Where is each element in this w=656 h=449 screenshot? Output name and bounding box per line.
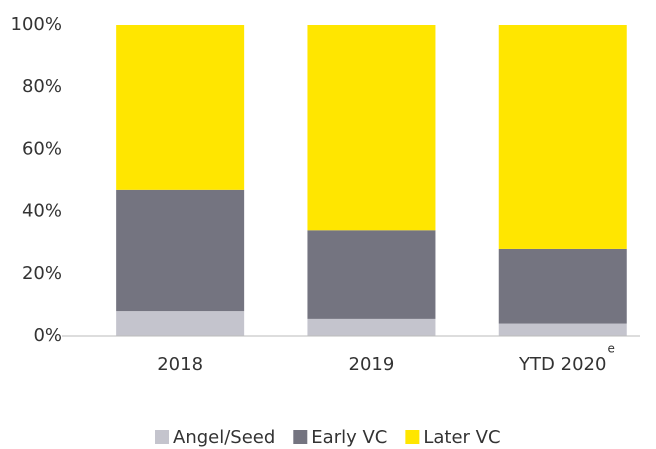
annotation: e [607,342,614,356]
bar-segment [498,25,627,249]
bar-segment [498,248,627,324]
y-tick-label: 100% [11,14,62,35]
bar-segment [307,318,436,336]
y-tick-label: 40% [22,201,62,222]
bar-segment [116,25,245,190]
x-tick-label: 2019 [349,354,395,375]
x-tick-label: YTD 2020 [518,354,606,375]
legend-swatch [293,430,308,444]
bar-segment [498,323,627,336]
bar-segment [307,230,436,319]
bar-segment [116,189,245,312]
legend-swatch [155,430,169,444]
bar-segment [116,311,245,336]
legend-label: Early VC [311,427,387,448]
y-tick-label: 60% [22,138,62,159]
x-tick-label: 2018 [157,354,203,375]
y-tick-label: 80% [22,76,62,97]
legend-label: Later VC [423,427,500,448]
bar-segment [307,25,436,231]
y-tick-label: 0% [33,325,62,346]
y-tick-label: 20% [22,263,62,284]
legend-label: Angel/Seed [173,427,275,448]
legend-swatch [405,430,420,444]
